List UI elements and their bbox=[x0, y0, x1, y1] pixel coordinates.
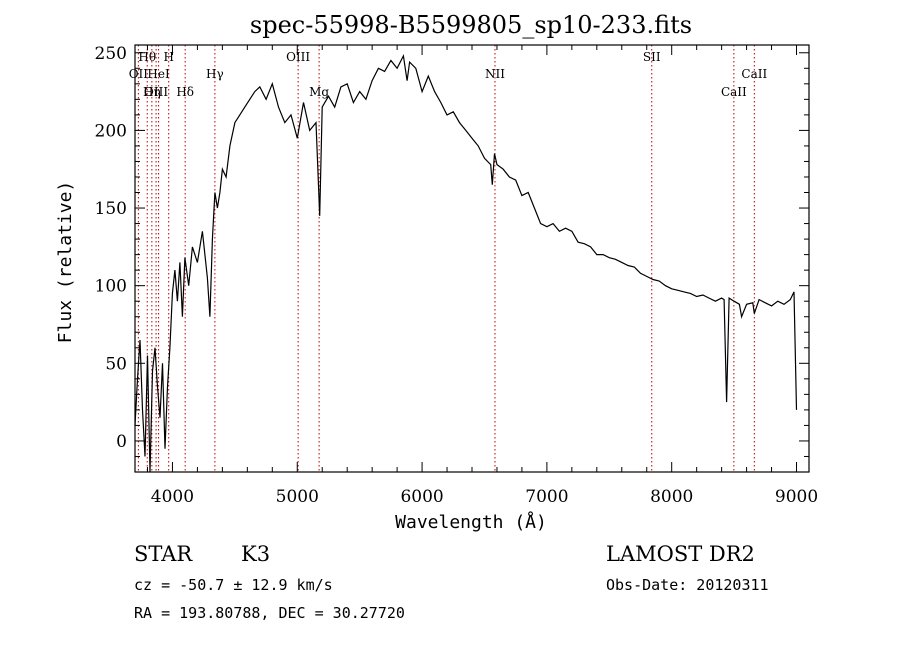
line-label: OIII bbox=[286, 50, 310, 64]
line-label: Hθ bbox=[138, 50, 156, 64]
line-label: H bbox=[163, 50, 173, 64]
x-tick-label: 7000 bbox=[525, 487, 568, 507]
y-axis-label: Flux (relative) bbox=[55, 181, 76, 344]
line-label: OIII bbox=[144, 85, 168, 99]
line-label: CaII bbox=[741, 67, 767, 81]
x-axis-label: Wavelength (Å) bbox=[395, 511, 547, 533]
line-label: NII bbox=[485, 67, 505, 81]
y-tick-label: 150 bbox=[95, 199, 127, 219]
spectrum-line bbox=[134, 53, 798, 473]
line-label: Hη bbox=[143, 85, 161, 99]
x-tick-label: 5000 bbox=[276, 487, 319, 507]
line-label: Mg bbox=[309, 85, 329, 99]
plot-frame bbox=[134, 44, 810, 473]
line-label: Hγ bbox=[206, 67, 224, 81]
line-label: SII bbox=[643, 50, 661, 64]
y-tick-label: 0 bbox=[116, 432, 127, 452]
x-tick-label: 9000 bbox=[775, 487, 818, 507]
redshift-info: cz = -50.7 ± 12.9 km/s bbox=[134, 576, 333, 594]
y-axis-ticks: 0 50 100 150 200 250 bbox=[95, 44, 809, 457]
emission-line-markers: Hθ OII OIII HeI Hη H Hδ Hγ OIII Mg NII SII CaII CaII bbox=[129, 45, 767, 472]
x-tick-label: 4000 bbox=[151, 487, 194, 507]
line-label: Hδ bbox=[176, 85, 194, 99]
line-label: OII bbox=[129, 67, 149, 81]
y-tick-label: 100 bbox=[95, 277, 127, 297]
y-tick-label: 50 bbox=[105, 354, 127, 374]
y-tick-label: 200 bbox=[95, 121, 127, 141]
chart-title: spec-55998-B5599805_sp10-233.fits bbox=[250, 11, 692, 39]
line-label: HeI bbox=[147, 67, 170, 81]
x-tick-label: 8000 bbox=[650, 487, 693, 507]
obs-date: Obs-Date: 20120311 bbox=[606, 576, 769, 594]
object-type: STAR bbox=[134, 542, 193, 566]
x-tick-label: 6000 bbox=[400, 487, 443, 507]
object-subclass: K3 bbox=[241, 542, 270, 566]
line-label: CaII bbox=[721, 85, 747, 99]
x-axis-ticks: 4000 5000 6000 7000 8000 9000 bbox=[146, 45, 818, 507]
coordinates: RA = 193.80788, DEC = 30.27720 bbox=[134, 604, 405, 622]
y-tick-label: 250 bbox=[95, 44, 127, 64]
survey-name: LAMOST DR2 bbox=[606, 542, 755, 566]
